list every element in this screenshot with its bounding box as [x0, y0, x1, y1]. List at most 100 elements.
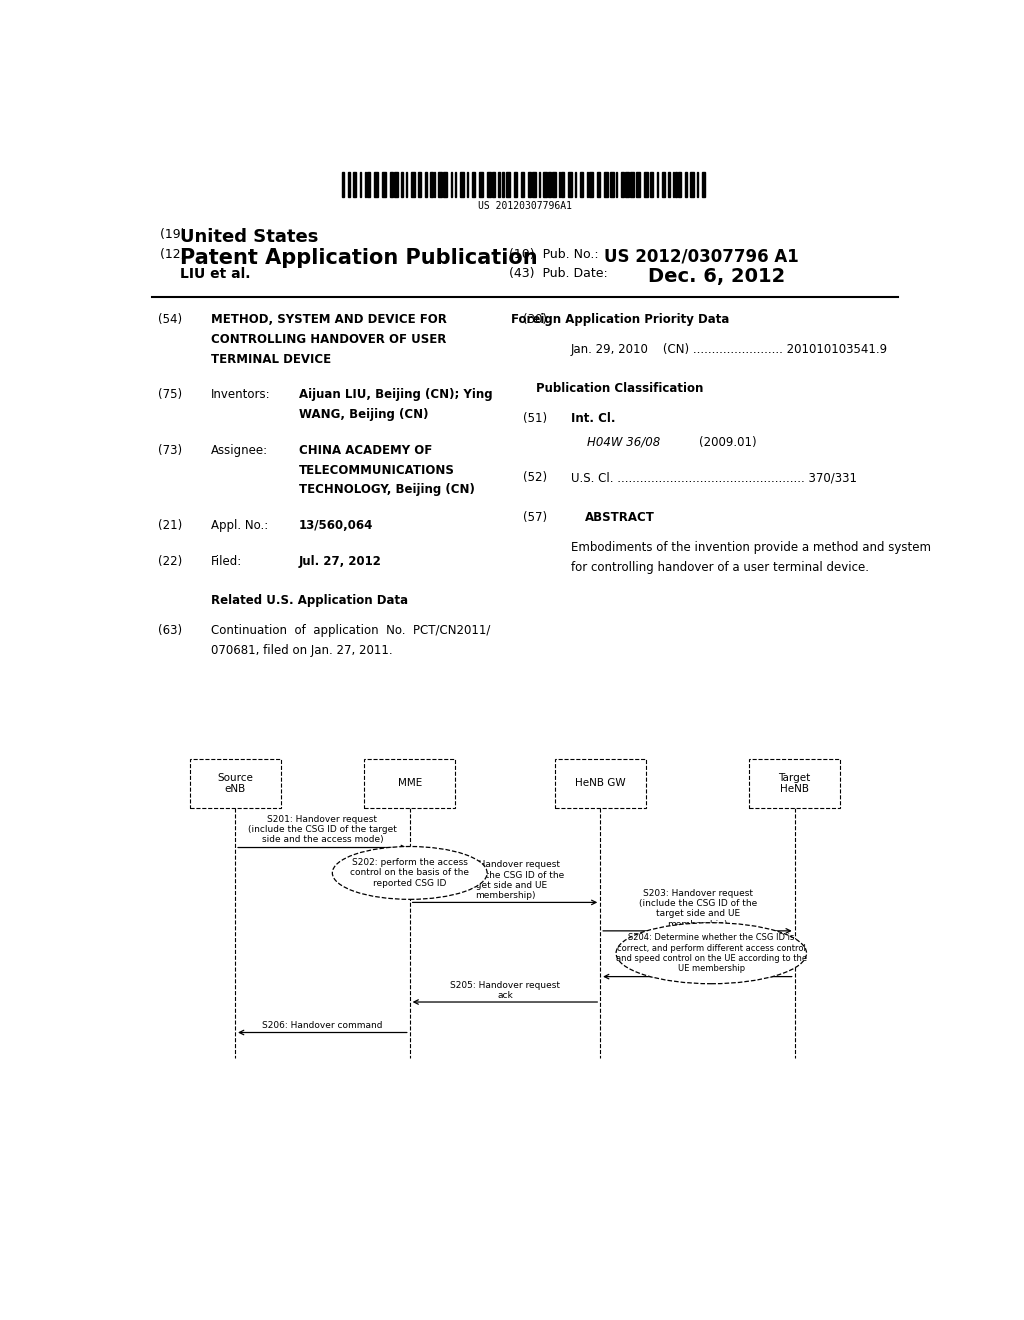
Bar	[561, 172, 564, 197]
Text: HeNB GW: HeNB GW	[574, 779, 626, 788]
Text: (75): (75)	[158, 388, 182, 401]
Text: MME: MME	[397, 779, 422, 788]
Bar	[663, 172, 665, 197]
Text: Related U.S. Application Data: Related U.S. Application Data	[211, 594, 409, 607]
Bar	[506, 172, 510, 197]
Text: U.S. Cl. .................................................. 370/331: U.S. Cl. ...............................…	[570, 471, 857, 484]
Bar	[189, 759, 281, 808]
Text: US 2012/0307796 A1: US 2012/0307796 A1	[604, 248, 799, 265]
Text: Appl. No.:: Appl. No.:	[211, 519, 268, 532]
Bar	[434, 172, 435, 197]
Text: (54): (54)	[158, 313, 182, 326]
Bar	[418, 172, 421, 197]
Text: S203: Handover request
(include the CSG ID of the
target side and UE
membership): S203: Handover request (include the CSG …	[445, 861, 564, 900]
Text: TELECOMMUNICATIONS: TELECOMMUNICATIONS	[299, 463, 455, 477]
Bar	[650, 172, 653, 197]
Text: Jan. 29, 2010    (CN) ........................ 201010103541.9: Jan. 29, 2010 (CN) .....................…	[570, 343, 888, 355]
Text: S206: Handover command: S206: Handover command	[262, 1022, 383, 1031]
Ellipse shape	[333, 846, 487, 899]
Bar	[636, 172, 640, 197]
Text: TECHNOLOGY, Beijing (CN): TECHNOLOGY, Beijing (CN)	[299, 483, 474, 496]
Bar	[425, 172, 427, 197]
Bar	[374, 172, 378, 197]
Text: (10)  Pub. No.:: (10) Pub. No.:	[509, 248, 599, 261]
Bar	[368, 172, 370, 197]
Bar	[552, 172, 556, 197]
Text: (43)  Pub. Date:: (43) Pub. Date:	[509, 267, 607, 280]
Bar	[702, 172, 705, 197]
Text: Dec. 6, 2012: Dec. 6, 2012	[648, 267, 785, 286]
Bar	[678, 172, 681, 197]
Bar	[528, 172, 530, 197]
Text: Int. Cl.: Int. Cl.	[570, 412, 615, 425]
Text: Patent Application Publication: Patent Application Publication	[179, 248, 538, 268]
Bar	[548, 172, 551, 197]
Bar	[365, 759, 456, 808]
Text: United States: United States	[179, 227, 318, 246]
Bar	[487, 172, 490, 197]
Text: LIU et al.: LIU et al.	[179, 267, 250, 281]
Bar	[644, 172, 647, 197]
Bar	[604, 172, 608, 197]
Bar	[412, 172, 416, 197]
Bar	[631, 172, 634, 197]
Text: (63): (63)	[158, 624, 182, 638]
Bar	[621, 172, 624, 197]
Text: ABSTRACT: ABSTRACT	[585, 511, 655, 524]
Bar	[394, 172, 398, 197]
Bar	[406, 172, 408, 197]
Bar	[589, 172, 593, 197]
Text: Filed:: Filed:	[211, 554, 243, 568]
Bar	[472, 172, 475, 197]
Bar	[543, 172, 547, 197]
Bar	[479, 172, 483, 197]
Bar	[390, 172, 393, 197]
Bar	[625, 172, 629, 197]
Text: CHINA ACADEMY OF: CHINA ACADEMY OF	[299, 444, 432, 457]
Text: Embodiments of the invention provide a method and system: Embodiments of the invention provide a m…	[570, 541, 931, 554]
Text: (12): (12)	[160, 248, 189, 261]
Text: Publication Classification: Publication Classification	[537, 383, 703, 395]
Text: (22): (22)	[158, 554, 182, 568]
Bar	[353, 172, 355, 197]
Bar	[685, 172, 687, 197]
Text: (52): (52)	[523, 471, 548, 484]
Bar	[668, 172, 670, 197]
Bar	[673, 172, 674, 197]
Text: Target
HeNB: Target HeNB	[778, 772, 811, 795]
Text: for controlling handover of a user terminal device.: for controlling handover of a user termi…	[570, 561, 868, 574]
Bar	[443, 172, 447, 197]
Text: Source
eNB: Source eNB	[217, 772, 253, 795]
Bar	[438, 172, 441, 197]
Bar	[555, 759, 646, 808]
Bar	[539, 172, 540, 197]
Text: (19): (19)	[160, 227, 189, 240]
Bar	[696, 172, 698, 197]
Bar	[532, 172, 537, 197]
Text: (30): (30)	[523, 313, 547, 326]
Text: US 20120307796A1: US 20120307796A1	[478, 201, 571, 211]
Bar	[587, 172, 588, 197]
Bar	[342, 172, 344, 197]
Text: S204: Determine whether the CSG ID is
correct, and perform different access cont: S204: Determine whether the CSG ID is co…	[615, 933, 807, 973]
Bar	[513, 172, 517, 197]
Bar	[559, 172, 560, 197]
Text: S205: Handover request
ack: S205: Handover request ack	[450, 981, 560, 1001]
Bar	[461, 172, 465, 197]
Bar	[656, 172, 658, 197]
Bar	[615, 172, 617, 197]
Bar	[430, 172, 432, 197]
Bar	[580, 172, 583, 197]
Text: 070681, filed on Jan. 27, 2011.: 070681, filed on Jan. 27, 2011.	[211, 644, 393, 657]
Text: Continuation  of  application  No.  PCT/CN2011/: Continuation of application No. PCT/CN20…	[211, 624, 490, 638]
Bar	[347, 172, 350, 197]
Text: Assignee:: Assignee:	[211, 444, 268, 457]
Bar	[502, 172, 504, 197]
Text: (57): (57)	[523, 511, 548, 524]
Bar	[749, 759, 841, 808]
Text: (2009.01): (2009.01)	[699, 436, 757, 449]
Text: 13/560,064: 13/560,064	[299, 519, 373, 532]
Text: METHOD, SYSTEM AND DEVICE FOR: METHOD, SYSTEM AND DEVICE FOR	[211, 313, 447, 326]
Bar	[365, 172, 367, 197]
Bar	[498, 172, 501, 197]
